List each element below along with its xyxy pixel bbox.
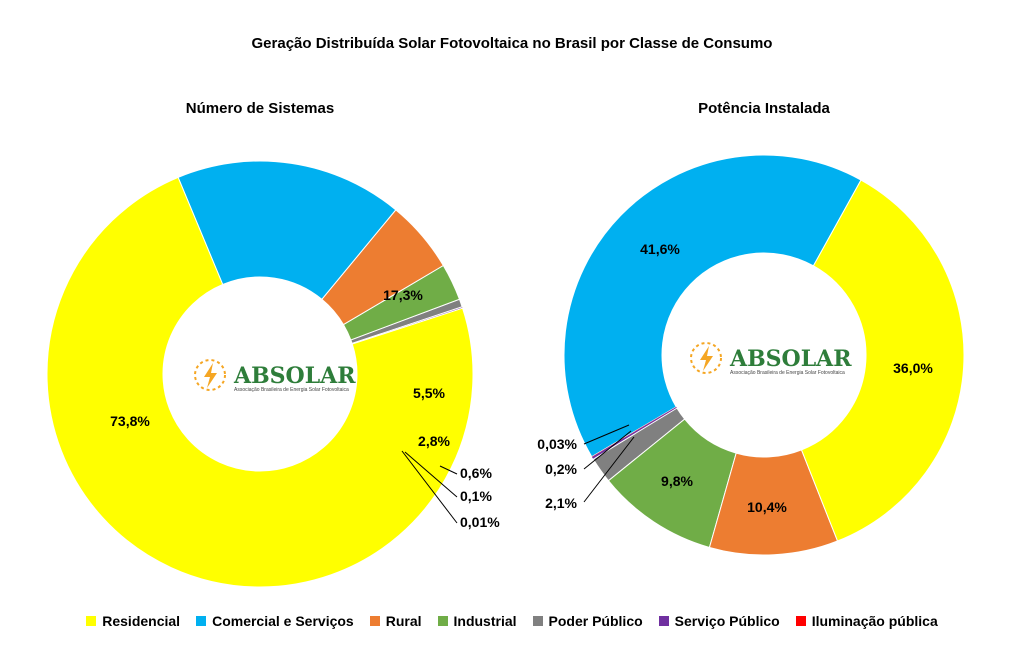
- slice-rural: [321, 209, 444, 326]
- data-label-servico-publico: 0,1%: [460, 488, 492, 504]
- legend-item-residencial: Residencial: [86, 613, 180, 629]
- donut-title: Potência Instalada: [698, 100, 830, 117]
- data-label-rural: 10,4%: [747, 499, 787, 515]
- legend-swatch: [795, 616, 806, 626]
- legend-item-industrial: Industrial: [437, 613, 517, 629]
- donut-potencia-instalada: Potência Instalada 36,0% 10,4% 9,8% 2,1% 0,2…: [537, 100, 965, 556]
- leader-line: [583, 436, 635, 503]
- slice-poder-publico: [592, 407, 686, 482]
- legend-item-iluminacao-publica: Iluminação pública: [795, 613, 938, 629]
- donut-numero-de-sistemas: Número de Sistemas 73,8% 17,3% 5,5% 2,8% 0,6…: [46, 100, 500, 588]
- legend-item-rural: Rural: [369, 613, 422, 629]
- data-label-comercial-e-servicos: 41,6%: [640, 241, 680, 257]
- legend-label: Serviço Público: [674, 613, 780, 629]
- slice-industrial: [342, 264, 461, 341]
- lightning-icon: [700, 346, 713, 371]
- legend-label: Rural: [385, 613, 422, 629]
- data-label-poder-publico: 0,6%: [460, 465, 492, 481]
- leader-line: [583, 424, 630, 445]
- leader-line: [583, 430, 632, 470]
- slice-residencial: [800, 179, 965, 542]
- donut-title: Número de Sistemas: [186, 100, 334, 117]
- legend-item-servico-publico: Serviço Público: [658, 613, 780, 629]
- leader-line: [404, 451, 458, 498]
- logo-text: ABSOLAR: [233, 363, 356, 389]
- data-label-rural: 5,5%: [413, 385, 445, 401]
- legend-swatch: [532, 616, 543, 626]
- logo-subtext: Associação Brasileira de Energia Solar F…: [730, 370, 845, 376]
- slice-comercial-e-servicos: [177, 160, 397, 300]
- legend-item-poder-publico: Poder Público: [532, 613, 643, 629]
- chart-legend: Residencial Comercial e Serviços Rural Indu…: [0, 608, 1024, 634]
- data-label-poder-publico: 2,1%: [545, 495, 577, 511]
- legend-label: Poder Público: [548, 613, 643, 629]
- leader-line: [401, 450, 458, 524]
- slice-comercial-e-servicos: [563, 154, 862, 458]
- legend-label: Comercial e Serviços: [212, 613, 354, 629]
- logo-text: ABSOLAR: [729, 346, 852, 372]
- data-label-iluminacao-publica: 0,01%: [460, 514, 500, 530]
- data-label-industrial: 2,8%: [418, 433, 450, 449]
- data-label-residencial: 36,0%: [893, 360, 933, 376]
- legend-swatch: [658, 616, 669, 626]
- slice-industrial: [607, 418, 737, 549]
- absolar-logo-right: ABSOLAR Associação Brasileira de Energia…: [690, 342, 852, 376]
- lightning-icon: [204, 363, 217, 388]
- legend-swatch: [86, 616, 97, 626]
- legend-label: Residencial: [102, 613, 181, 629]
- chart-title: Geração Distribuída Solar Fotovoltaica n…: [252, 35, 773, 52]
- logo-subtext: Associação Brasileira de Energia Solar F…: [234, 387, 349, 393]
- absolar-logo-left: ABSOLAR Associação Brasileira de Energia…: [194, 359, 356, 393]
- slice-servico-publico: [591, 407, 677, 460]
- legend-label: Iluminação pública: [811, 613, 938, 629]
- slice-residencial: [46, 176, 474, 588]
- slice-rural: [708, 449, 839, 556]
- legend-label: Industrial: [453, 613, 517, 629]
- legend-item-comercial-e-servicos: Comercial e Serviços: [196, 613, 354, 629]
- legend-swatch: [196, 616, 207, 626]
- sun-icon: [690, 342, 722, 374]
- data-label-comercial-e-servicos: 17,3%: [383, 287, 423, 303]
- data-label-industrial: 9,8%: [661, 473, 693, 489]
- data-label-residencial: 73,8%: [110, 413, 150, 429]
- data-label-servico-publico: 0,2%: [545, 461, 577, 477]
- legend-swatch: [437, 616, 448, 626]
- legend-swatch: [369, 616, 380, 626]
- leader-line: [439, 465, 458, 475]
- sun-icon: [194, 359, 226, 391]
- slice-iluminacao-publica: [591, 406, 677, 458]
- data-label-iluminacao-publica: 0,03%: [537, 436, 577, 452]
